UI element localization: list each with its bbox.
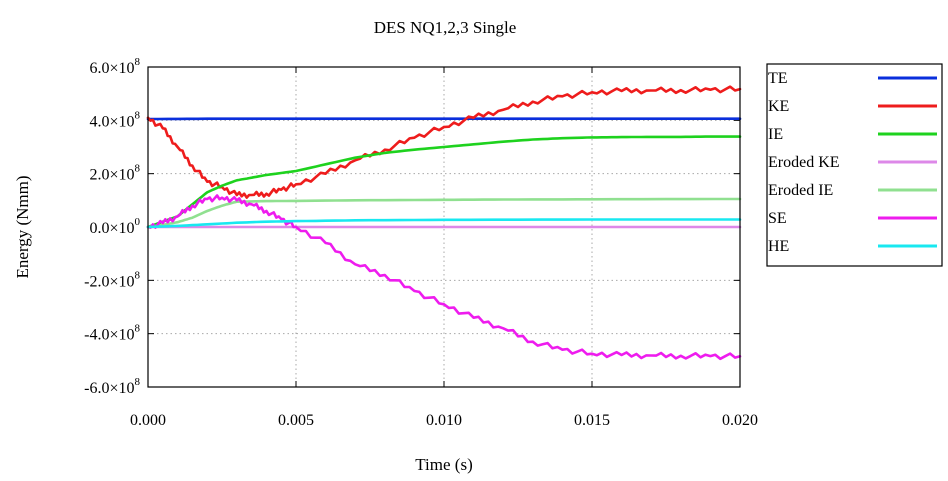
- legend-label: Eroded KE: [768, 154, 840, 171]
- y-tick-mantissa: -4.0×10: [84, 327, 134, 344]
- y-tick-label: 4.0×108: [89, 109, 140, 130]
- y-tick-mantissa: -2.0×10: [84, 273, 134, 290]
- plot-frame: [147, 66, 741, 388]
- chart-title: DES NQ1,2,3 Single: [374, 18, 517, 37]
- legend-label: IE: [768, 126, 783, 143]
- x-axis-label: Time (s): [415, 455, 472, 474]
- y-tick-label: -4.0×108: [84, 323, 140, 344]
- series-line-se: [146, 194, 742, 361]
- y-tick-mantissa: 4.0×10: [89, 113, 134, 130]
- legend-label: SE: [768, 210, 787, 227]
- y-tick-label: 2.0×108: [89, 163, 140, 184]
- y-tick-label: -6.0×108: [84, 376, 140, 397]
- x-tick-label: 0.010: [426, 412, 462, 429]
- x-tick-label: 0.015: [574, 412, 610, 429]
- legend-label: Eroded IE: [768, 182, 833, 199]
- y-tick-label: -2.0×108: [84, 269, 140, 290]
- y-tick-mantissa: -6.0×10: [84, 380, 134, 397]
- y-tick-exponent: 0: [135, 216, 141, 228]
- x-tick-label: 0.020: [722, 412, 758, 429]
- x-axis-ticks: 0.000 0.005 0.010 0.015 0.020: [130, 67, 758, 429]
- y-axis-ticks: 6.0×1084.0×1082.0×1080.0×100-2.0×108-4.0…: [84, 56, 740, 397]
- y-tick-mantissa: 6.0×10: [89, 60, 134, 77]
- y-tick-label: 6.0×108: [89, 56, 140, 77]
- legend-label: HE: [768, 238, 789, 255]
- y-tick-exponent: 8: [135, 56, 141, 68]
- legend: TE KE IE Eroded KE Eroded IE SE HE: [766, 63, 943, 267]
- y-tick-exponent: 8: [135, 109, 141, 121]
- x-tick-label: 0.000: [130, 412, 166, 429]
- series-line-eroded-ie: [146, 197, 742, 229]
- y-tick-label: 0.0×100: [89, 216, 140, 237]
- y-tick-exponent: 8: [135, 269, 141, 281]
- series-lines: [146, 85, 742, 361]
- y-tick-exponent: 8: [135, 323, 141, 335]
- y-tick-mantissa: 2.0×10: [89, 167, 134, 184]
- series-line-ie: [146, 135, 742, 229]
- grid-lines: [148, 67, 740, 387]
- legend-label: TE: [768, 70, 788, 87]
- y-tick-exponent: 8: [135, 376, 141, 388]
- y-tick-mantissa: 0.0×10: [89, 220, 134, 237]
- y-tick-exponent: 8: [135, 163, 141, 175]
- series-line-he: [146, 218, 742, 229]
- legend-label: KE: [768, 98, 789, 115]
- y-axis-label: Energy (Nmm): [13, 175, 32, 278]
- legend-box: [766, 63, 943, 267]
- x-tick-label: 0.005: [278, 412, 314, 429]
